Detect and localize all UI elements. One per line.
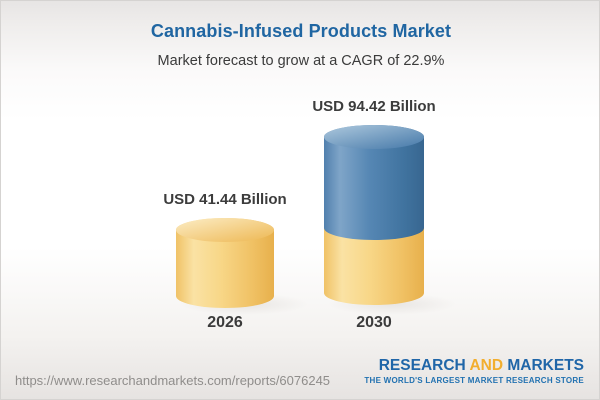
- x-tick-2030: 2030: [356, 314, 392, 331]
- cylinder-top: [176, 218, 274, 242]
- chart-subtitle: Market forecast to grow at a CAGR of 22.…: [157, 53, 445, 69]
- cylinder-body: [176, 218, 274, 308]
- logo-word-research: RESEARCH: [378, 357, 466, 374]
- bar-2026-cylinder: [176, 218, 274, 308]
- cylinder-growth-segment: [324, 125, 424, 240]
- research-and-markets-logo: RESEARCH AND MARKETS THE WORLD'S LARGEST…: [364, 358, 584, 385]
- chart-title: Cannabis-Infused Products Market: [150, 21, 452, 41]
- report-url: https://www.researchandmarkets.com/repor…: [15, 373, 331, 388]
- value-label-2026: USD 41.44 Billion: [163, 191, 287, 208]
- value-label-2030: USD 94.42 Billion: [312, 98, 436, 115]
- logo-tagline: THE WORLD'S LARGEST MARKET RESEARCH STOR…: [364, 375, 584, 385]
- logo-wordmark: RESEARCH AND MARKETS: [364, 358, 584, 374]
- x-tick-2026: 2026: [207, 314, 243, 331]
- logo-word-and: AND: [469, 357, 504, 374]
- cylinder-top: [324, 125, 424, 149]
- logo-word-markets: MARKETS: [507, 357, 584, 374]
- bar-2030-cylinder: [324, 125, 424, 305]
